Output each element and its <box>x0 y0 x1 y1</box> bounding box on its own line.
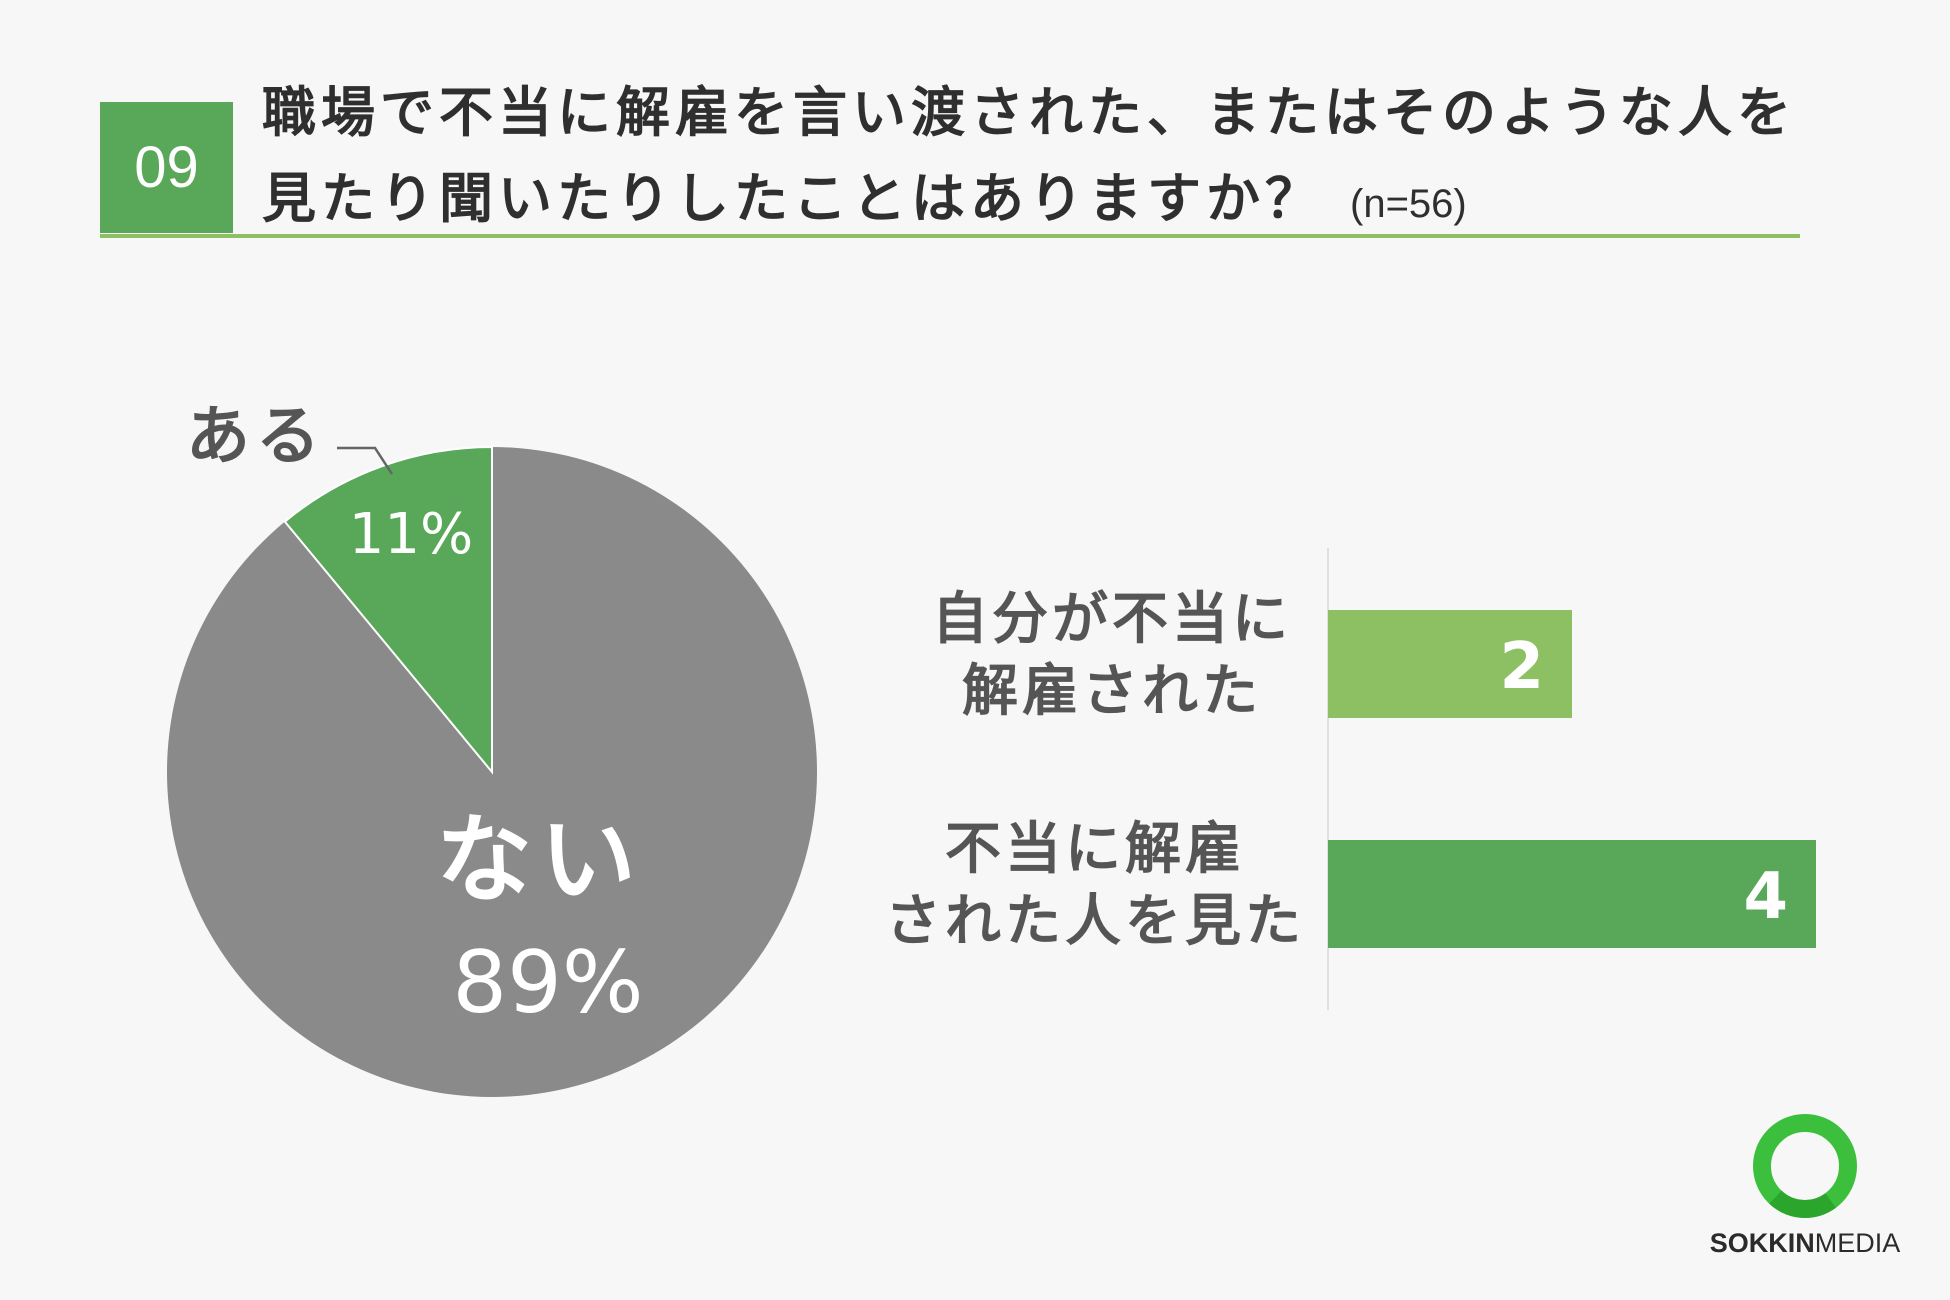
bar-category-label-line1: 不当に解雇 <box>945 817 1245 882</box>
question-number: 09 <box>134 135 199 200</box>
bar-self-dismissed <box>1328 610 1572 718</box>
bar-value-label: 2 <box>1499 630 1544 704</box>
bar-category-label-line2: された人を見た <box>885 889 1305 954</box>
title-underline <box>100 234 1800 238</box>
bar-category-label-line1: 自分が不当に <box>932 587 1292 652</box>
title-line-2: 見たり聞いたりしたことはありますか？ (n=56) <box>262 156 1902 247</box>
bar-chart: 自分が不当に 解雇された 2 不当に解雇 された人を見た 4 <box>885 548 1816 1010</box>
pie-label-nai: ない <box>436 804 644 916</box>
sokkin-media-logo: SOKKINMEDIA <box>1690 1110 1920 1270</box>
page-title: 職場で不当に解雇を言い渡された、またはそのような人を 見たり聞いたりしたことはあ… <box>262 70 1902 247</box>
logo-wordmark: SOKKINMEDIA <box>1690 1228 1920 1259</box>
pie-leader-line <box>337 446 394 475</box>
pie-label-aru: ある <box>186 400 326 474</box>
pie-chart: ある 11% ない 89% <box>167 400 818 1098</box>
title-line-2-text: 見たり聞いたりしたことはありますか？ <box>262 167 1324 230</box>
bar-category-label-line2: 解雇された <box>962 659 1262 724</box>
pie-slice-aru <box>283 445 493 775</box>
logo-text-bold: SOKKIN <box>1709 1228 1815 1258</box>
logo-ring-icon <box>1753 1114 1857 1218</box>
pie-percent-aru: 11% <box>349 502 473 567</box>
pie-percent-nai: 89% <box>452 933 643 1033</box>
title-line-1: 職場で不当に解雇を言い渡された、またはそのような人を <box>262 81 1796 144</box>
logo-text-regular: MEDIA <box>1814 1228 1901 1258</box>
bar-saw-dismissal <box>1328 840 1816 948</box>
question-number-badge: 09 <box>100 102 233 233</box>
bar-value-label: 4 <box>1743 860 1788 934</box>
sample-size: (n=56) <box>1350 182 1467 226</box>
